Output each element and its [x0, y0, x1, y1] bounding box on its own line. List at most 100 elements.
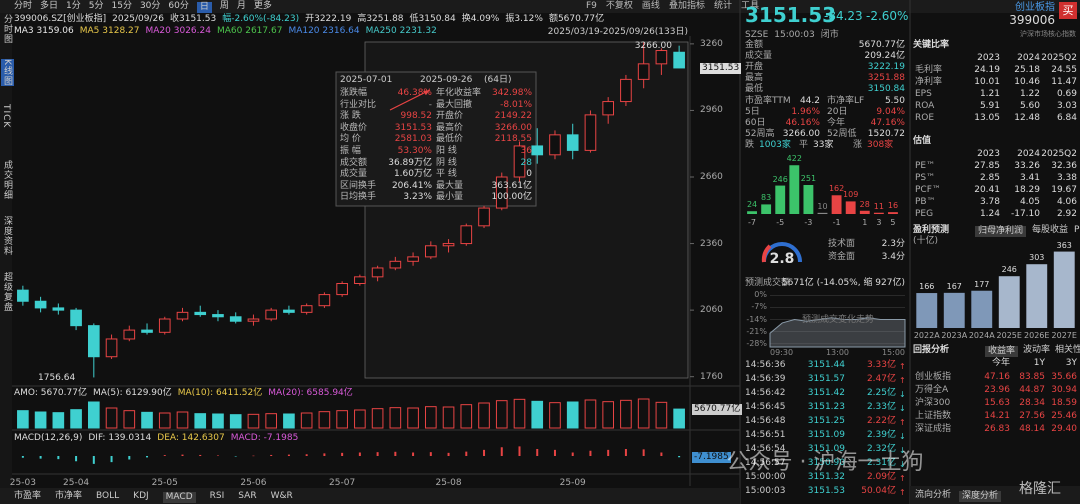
tool-button[interactable]: 不复权	[605, 1, 633, 11]
indicator-tab[interactable]: RSI	[209, 491, 225, 501]
label: 27.56	[1019, 411, 1045, 421]
panel-tab[interactable]: 流向分析	[915, 490, 952, 500]
sidebar-tab[interactable]: 深度资料	[2, 216, 12, 256]
label: 3266.00	[494, 122, 532, 133]
tick-arrow: ↓	[899, 390, 906, 399]
sidebar-tab[interactable]: K线图	[1, 59, 14, 86]
tool-button[interactable]: F9	[586, 1, 597, 11]
tool-button[interactable]: 统计	[713, 1, 732, 11]
return-tab[interactable]: 收益率	[985, 346, 1019, 357]
label: 收盘价	[340, 122, 368, 133]
indicator-tab[interactable]: KDJ	[133, 491, 149, 501]
sidebar-tab[interactable]: 分时图	[2, 14, 12, 44]
indicator-tab[interactable]: MACD	[162, 492, 196, 503]
label: 振3.12%	[505, 14, 543, 24]
label: 27.85	[974, 161, 1000, 171]
label: 13.05	[974, 113, 1000, 123]
distribution-bar	[831, 195, 842, 214]
return-tab[interactable]: 相关性	[1055, 345, 1080, 355]
x-tick-label: -3	[804, 218, 813, 227]
timeframe-tab[interactable]: 5分	[88, 1, 104, 11]
indicator-tab[interactable]: BOLL	[96, 491, 120, 501]
volume-bar	[424, 406, 437, 429]
x-tick-label: 3	[876, 218, 882, 227]
volume-bar	[531, 400, 544, 429]
profit-tab[interactable]: 每股收益	[1032, 225, 1069, 235]
timeframe-tab[interactable]: 分时	[14, 1, 33, 11]
timeframe-tab[interactable]: 月	[236, 1, 246, 11]
section-title: 回报分析	[913, 345, 950, 355]
timeframe-tab[interactable]: 更多	[253, 1, 272, 11]
x-tick-label: 25-09	[559, 478, 586, 488]
x-tick-label: -1	[832, 218, 841, 227]
label: 平 线	[436, 169, 457, 180]
candle-body	[637, 63, 650, 80]
score: 2.8	[769, 251, 795, 267]
label: 14:56:48	[745, 416, 786, 426]
label: 100.00亿	[491, 192, 533, 203]
label: 3151.42	[807, 388, 845, 398]
tick-arrow: ↓	[899, 446, 906, 455]
profit-tab[interactable]: 归母净利润	[975, 226, 1027, 237]
label: 成交量	[340, 169, 368, 180]
label: 3150.84	[867, 84, 905, 94]
x-tick-label: 25-03	[9, 478, 36, 488]
candle-body	[34, 300, 47, 309]
label: 48.14	[1019, 424, 1045, 434]
sidebar-tab[interactable]: 超级复盘	[2, 272, 12, 312]
column-header: 2025Q2	[1041, 53, 1077, 63]
volume-bar	[17, 410, 29, 429]
volume-bar	[655, 401, 668, 429]
macd-bar	[571, 452, 574, 456]
y-tick-label: 2660	[700, 172, 723, 182]
volume-bar	[158, 412, 171, 429]
timeframe-tab[interactable]: 日	[196, 2, 212, 13]
distribution-bar	[761, 204, 772, 214]
section-title: 盈利预测	[913, 225, 950, 235]
ma-legend: MA3 3159.06 MA5 3128.27 MA20 3026.24 MA60 2…	[14, 27, 437, 36]
candle-body	[70, 309, 82, 327]
indicator-tab[interactable]: 市盈率	[14, 491, 42, 501]
label: 363.61亿	[491, 180, 533, 191]
x-tick-label: 2022A	[913, 331, 940, 340]
tool-button[interactable]: 工具	[740, 1, 759, 11]
candle-body	[549, 134, 561, 156]
indicator-tab[interactable]: 市净率	[55, 491, 83, 501]
macd-bar	[376, 452, 379, 456]
indicator-tab[interactable]: SAR	[238, 491, 257, 501]
sidebar-tab[interactable]: 成交明细	[2, 160, 12, 200]
label: 10.46	[1014, 77, 1040, 87]
label: 25.18	[1014, 65, 1040, 75]
tool-button[interactable]: 画线	[641, 1, 660, 11]
timeframe-tab[interactable]: 15分	[111, 1, 132, 11]
sidebar-tab[interactable]: TICK	[1, 104, 11, 129]
timeframe-tab[interactable]: 60分	[168, 1, 189, 11]
macd-bar	[146, 456, 149, 458]
label: 3151.44	[807, 360, 845, 370]
label: 44.87	[1019, 385, 1045, 395]
x-tick-label: 2025E	[996, 331, 1022, 340]
macd-bar	[287, 454, 290, 456]
distribution-bar	[845, 201, 856, 214]
timeframe-tab[interactable]: 30分	[139, 1, 161, 11]
label: 20日	[827, 107, 848, 117]
timeframe-tab[interactable]: 1分	[66, 1, 81, 11]
macd-bar	[500, 447, 503, 456]
candle-body	[531, 145, 544, 156]
macd-bar	[412, 452, 415, 456]
label: 2025/09/26	[112, 14, 164, 24]
return-tab[interactable]: 波动率	[1023, 345, 1051, 355]
label: 14:56:36	[745, 360, 786, 370]
timeframe-tab[interactable]: 多日	[40, 1, 59, 11]
indicator-tab[interactable]: W&R	[270, 491, 293, 501]
timeframe-tab[interactable]: 周	[219, 1, 229, 11]
y-tick-label: 2060	[700, 305, 723, 316]
tick-arrow: ↓	[899, 460, 906, 469]
macd-bar	[518, 446, 521, 456]
tool-button[interactable]: 叠加指标	[668, 1, 705, 11]
label: 15:00:00	[745, 472, 786, 482]
panel-tab[interactable]: 深度分析	[959, 491, 1002, 502]
buy-button[interactable]: 买	[1062, 4, 1074, 17]
profit-tab[interactable]: PE	[1074, 225, 1080, 235]
label: 3222.19	[867, 62, 905, 72]
